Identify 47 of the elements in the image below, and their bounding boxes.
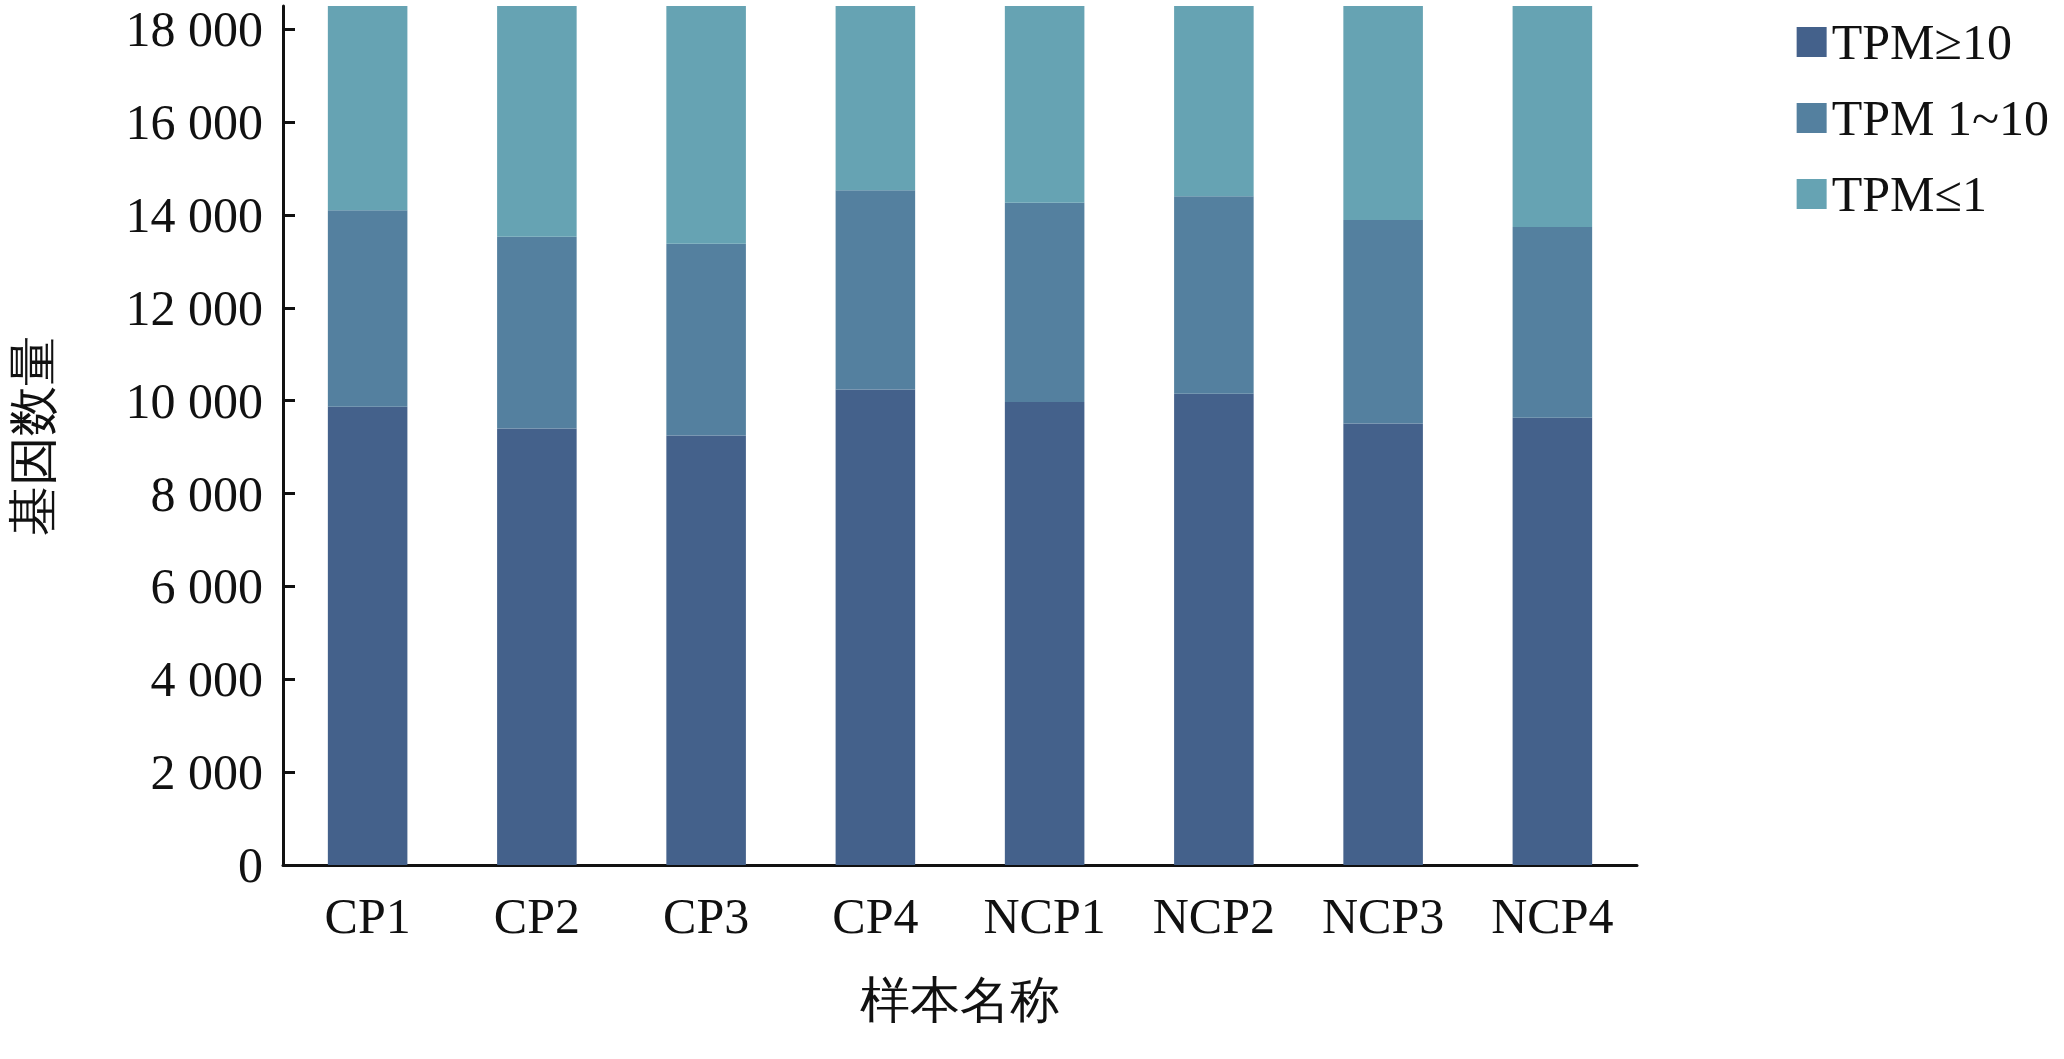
bar	[1512, 6, 1593, 228]
bar	[666, 6, 746, 244]
x-tick-label: CP4	[832, 888, 919, 944]
y-tick-label: 12 000	[125, 279, 263, 336]
bar	[1512, 417, 1593, 865]
y-tick-label: 10 000	[125, 372, 263, 429]
x-axis-title: 样本名称	[860, 972, 1060, 1028]
bar	[1004, 402, 1085, 865]
bar	[666, 243, 746, 436]
bar	[1174, 6, 1254, 197]
y-tick-label: 2 000	[150, 744, 263, 801]
bar	[835, 6, 916, 191]
y-tick-label: 18 000	[125, 1, 263, 58]
legend-label: TPM 1~10	[1831, 90, 2049, 146]
x-tick-label: NCP1	[983, 888, 1106, 944]
bar	[1004, 6, 1085, 203]
y-tick-label: 16 000	[125, 94, 263, 151]
bar	[1174, 196, 1254, 394]
y-tick-label: 6 000	[150, 558, 263, 615]
bar	[1174, 393, 1254, 865]
x-tick-label: NCP3	[1321, 888, 1445, 944]
bar	[497, 236, 577, 429]
bar	[1004, 202, 1085, 403]
bar	[1343, 220, 1423, 424]
y-tick-label: 0	[238, 837, 263, 893]
legend-label: TPM≤1	[1831, 166, 1987, 222]
y-tick-label: 14 000	[125, 186, 263, 243]
bar	[1512, 227, 1593, 418]
x-tick-label: CP2	[493, 888, 580, 944]
bar	[327, 6, 408, 211]
bar	[1343, 6, 1423, 221]
y-tick-label: 8 000	[150, 465, 263, 522]
bar	[835, 190, 916, 390]
bar	[327, 406, 408, 865]
bar	[666, 435, 746, 865]
x-tick-label: CP3	[663, 888, 750, 944]
x-tick-label: NCP4	[1491, 888, 1614, 944]
x-tick-label: NCP2	[1152, 888, 1276, 944]
bar	[497, 428, 577, 865]
y-axis-title: 基因数量	[5, 335, 61, 536]
x-tick-label: CP1	[324, 888, 411, 944]
legend-label: TPM≥10	[1831, 14, 2012, 70]
bar	[1343, 423, 1423, 865]
bar	[497, 6, 577, 237]
y-tick-label: 4 000	[150, 651, 263, 708]
bar	[835, 389, 916, 865]
bar	[327, 210, 408, 407]
